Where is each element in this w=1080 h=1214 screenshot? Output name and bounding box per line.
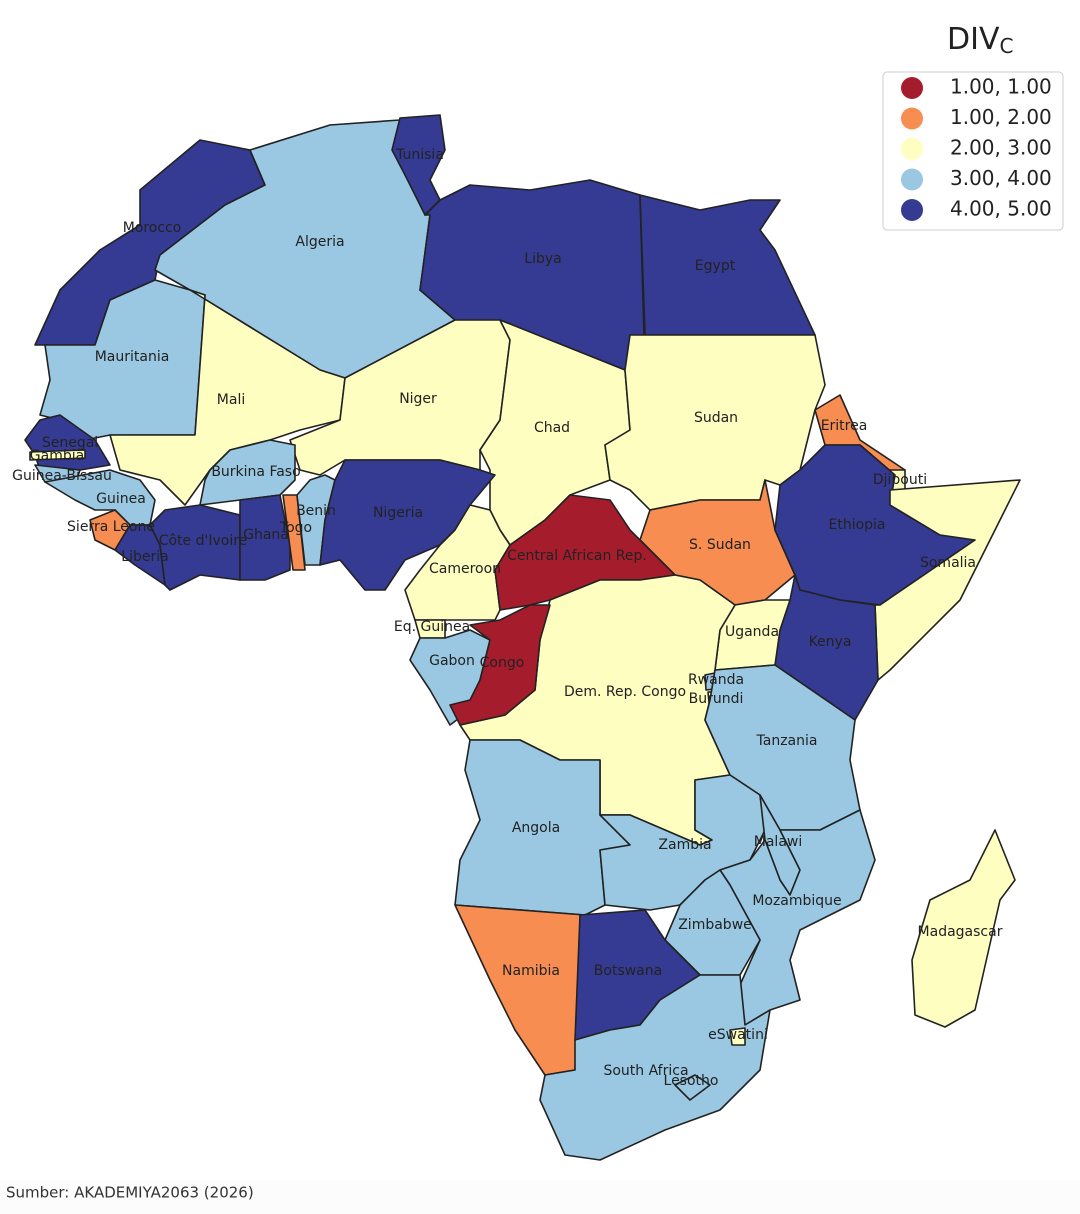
legend: 1.00, 1.00 1.00, 2.00 2.00, 3.00 3.00, 4.00… <box>901 75 1052 221</box>
source-note: Sumber: AKADEMIYA2063 (2026) <box>6 1184 254 1202</box>
legend-label: 2.00, 3.00 <box>950 136 1052 160</box>
country-label: Togo <box>279 520 312 536</box>
country-label: Angola <box>512 820 560 836</box>
country-label: Rwanda <box>688 672 744 688</box>
country-label: Kenya <box>809 634 852 650</box>
country-label: Niger <box>399 391 437 407</box>
country-label: Côte d'Ivoire <box>159 533 248 549</box>
country-label: Gabon <box>429 653 475 669</box>
country <box>599 774 766 911</box>
legend-swatch <box>901 138 923 160</box>
legend-label: 1.00, 1.00 <box>950 75 1052 99</box>
country-label: Eritrea <box>821 418 868 434</box>
country-label: Botswana <box>594 963 662 979</box>
country-label: Sierra Leone <box>67 519 155 535</box>
country-label: Cameroon <box>429 561 501 577</box>
country-label: Tanzania <box>756 733 818 749</box>
country <box>199 439 296 506</box>
country-label: Somalia <box>920 555 976 571</box>
country-label: Central African Rep. <box>507 548 647 564</box>
country-label: Namibia <box>502 963 560 979</box>
country-label: Zimbabwe <box>678 917 752 933</box>
country-label: Mali <box>217 392 245 408</box>
country-label: Egypt <box>695 258 736 274</box>
country-label: Malawi <box>754 834 802 850</box>
country-label: Guinea <box>96 491 146 507</box>
country <box>29 449 86 461</box>
legend-swatch <box>901 107 923 130</box>
legend-label: 4.00, 5.00 <box>950 197 1052 221</box>
country-label: S. Sudan <box>689 537 751 553</box>
country-label: Lesotho <box>664 1073 719 1089</box>
country-label: eSwatini <box>708 1027 768 1043</box>
country-label: Ethiopia <box>828 517 885 533</box>
country-label: Algeria <box>295 234 344 250</box>
country-label: Benin <box>296 503 336 519</box>
country-label: Mauritania <box>95 349 170 365</box>
country-label: South Africa <box>603 1063 688 1079</box>
legend-title: DIVC <box>947 22 1013 58</box>
country-label: Libya <box>524 251 561 267</box>
country-label: Djibouti <box>873 472 927 488</box>
country-label: Madagascar <box>918 924 1003 940</box>
country <box>729 1027 746 1046</box>
country-label: Morocco <box>123 220 182 236</box>
country-label: Dem. Rep. Congo <box>564 684 686 700</box>
country-label: Tunisia <box>395 147 444 163</box>
country-label: Senegal <box>42 435 98 451</box>
country-label: Ghana <box>243 527 289 543</box>
country-label: Guinea-Bissau <box>12 468 112 484</box>
country-label: Uganda <box>725 624 779 640</box>
country-label: Zambia <box>658 837 711 853</box>
country-label: Liberia <box>121 549 168 565</box>
legend-swatch <box>901 77 923 99</box>
country <box>449 604 551 726</box>
legend-swatch <box>901 199 923 221</box>
country <box>911 829 1016 1028</box>
country <box>282 494 306 571</box>
country-label: Mozambique <box>752 893 841 909</box>
legend-label: 1.00, 2.00 <box>950 105 1052 129</box>
country-label: Eq. Guinea <box>394 619 470 635</box>
legend-label: 3.00, 4.00 <box>950 166 1052 190</box>
country-label: Sudan <box>694 410 738 426</box>
footer <box>0 1180 1080 1214</box>
country <box>239 494 291 581</box>
country <box>539 974 771 1161</box>
legend-swatch <box>901 168 923 191</box>
country <box>149 504 241 591</box>
country-label: Burkina Faso <box>211 464 300 480</box>
country-label: Nigeria <box>373 505 423 521</box>
country <box>674 1074 711 1101</box>
legend-title-subscript: C <box>999 34 1013 58</box>
country-label: Gambia <box>30 448 84 464</box>
country-label: Chad <box>534 420 570 436</box>
legend-title-main: DIV <box>947 22 1000 57</box>
country-labels: Morocco Algeria Tunisia Libya Egypt Mauritani… <box>12 147 1003 1089</box>
country-label: Burundi <box>689 691 744 707</box>
country-shapes <box>24 114 1021 1161</box>
legend-box <box>882 71 1064 231</box>
country-label: Congo <box>480 655 525 671</box>
